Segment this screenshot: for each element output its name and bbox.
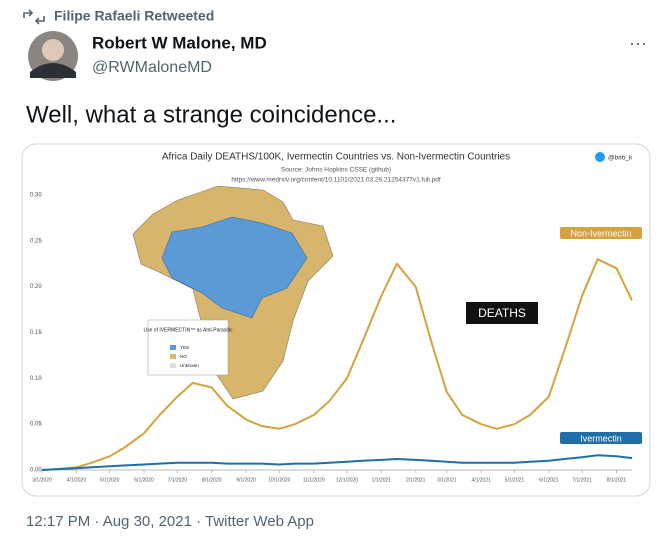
annotation: DEATHS — [478, 306, 526, 320]
retweet-label[interactable]: Filipe Rafaeli Retweeted — [54, 8, 214, 24]
retweet-icon — [23, 9, 45, 25]
series-line — [41, 454, 633, 471]
annotation-box — [466, 302, 538, 324]
x-tick-label: 7/1/2021 — [572, 477, 592, 483]
x-tick-label: 9/1/2020 — [236, 477, 256, 483]
y-tick-label: 0.25 — [30, 238, 42, 244]
chart: Africa Daily DEATHS/100K, Ivermectin Cou… — [30, 152, 642, 483]
legend-label: Non-Ivermectin — [570, 228, 631, 238]
y-tick-label: 0.10 — [30, 376, 42, 382]
map-legend-item: YES — [180, 345, 189, 350]
timestamp[interactable]: 12:17 PM · Aug 30, 2021 · Twitter Web Ap… — [26, 513, 314, 530]
legend-box — [560, 227, 642, 239]
x-tick-label: 8/1/2020 — [202, 477, 222, 483]
tweet-text: Well, what a strange coincidence... — [26, 101, 396, 128]
y-tick-label: 0.05 — [30, 422, 42, 428]
map-legend-swatch — [170, 363, 176, 368]
map-legend-swatch — [170, 345, 176, 350]
y-tick-label: 0.15 — [30, 330, 42, 336]
x-tick-label: 12/1/2020 — [336, 477, 358, 483]
author-handle[interactable]: @RWMaloneMD — [92, 59, 212, 76]
chart-subtitle: https://www.medrxiv.org/content/10.1101/… — [231, 177, 441, 184]
x-tick-label: 3/1/2021 — [437, 477, 457, 483]
x-tick-label: 2/1/2021 — [406, 477, 426, 483]
x-tick-label: 11/1/2020 — [303, 477, 325, 483]
x-tick-label: 5/1/2020 — [100, 477, 120, 483]
y-tick-label: 0.20 — [30, 284, 42, 290]
x-tick-label: 10/1/2020 — [268, 477, 290, 483]
x-tick-label: 6/1/2020 — [134, 477, 154, 483]
credit: @birb_k — [608, 155, 633, 162]
y-tick-label: 0.00 — [30, 468, 42, 474]
map-legend-title: Use of IVERMECTIN™ as Anti-Parasitic — [144, 327, 233, 333]
map-yes — [161, 216, 308, 319]
x-tick-label: 8/1/2021 — [607, 477, 627, 483]
x-tick-label: 1/1/2021 — [372, 477, 392, 483]
y-tick-label: 0.30 — [30, 193, 42, 199]
x-tick-label: 3/1/2020 — [32, 477, 52, 483]
map-legend-swatch — [170, 354, 176, 359]
x-tick-label: 6/1/2021 — [539, 477, 559, 483]
x-tick-label: 4/1/2021 — [471, 477, 491, 483]
chart-title: Africa Daily DEATHS/100K, Ivermectin Cou… — [162, 152, 510, 163]
author-name[interactable]: Robert W Malone, MD — [92, 33, 267, 52]
chart-subtitle: Source: Johns Hopkins CSSE (github) — [281, 167, 391, 174]
map-legend-item: Unknown — [180, 363, 199, 368]
series-line — [41, 258, 633, 471]
x-tick-label: 7/1/2020 — [168, 477, 188, 483]
legend-box — [560, 432, 642, 444]
africa-map: Use of IVERMECTIN™ as Anti-Parasitic YES N… — [132, 185, 334, 400]
credit-icon — [595, 152, 605, 162]
x-tick-label: 5/1/2021 — [505, 477, 525, 483]
more-menu[interactable]: ··· — [629, 33, 647, 53]
avatar[interactable] — [28, 31, 78, 81]
x-tick-label: 4/1/2020 — [67, 477, 87, 483]
map-legend-box — [147, 319, 229, 376]
map-legend-item: NO — [180, 354, 187, 359]
legend-label: Ivermectin — [580, 433, 622, 443]
media-card[interactable] — [21, 143, 651, 497]
